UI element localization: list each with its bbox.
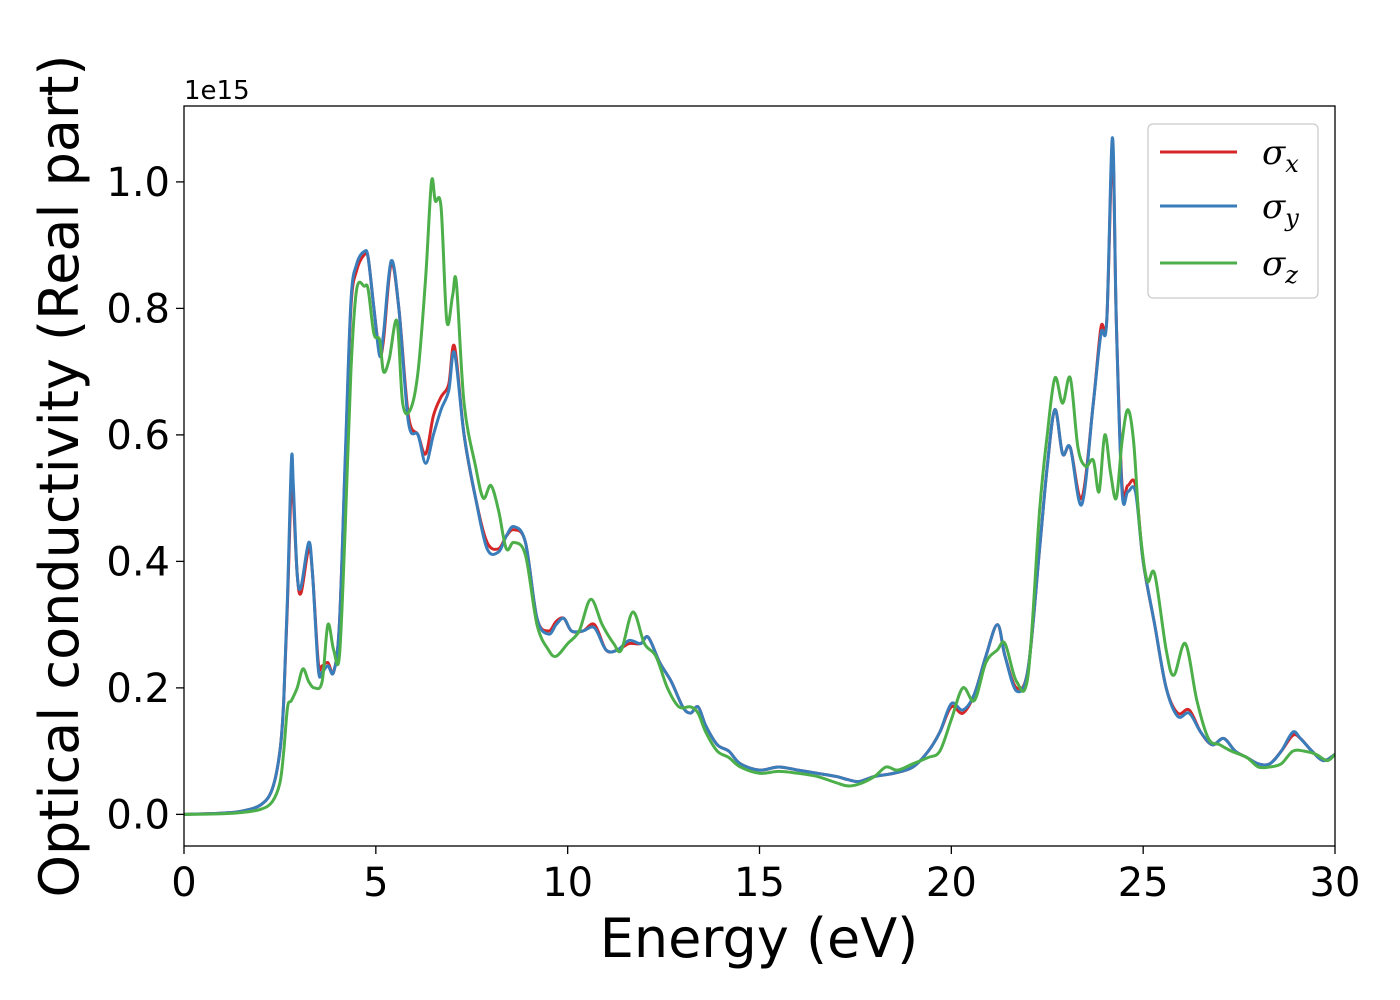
y-axis: 0.0 0.2 0.4 0.6 0.8 1.0	[106, 160, 184, 838]
y-tick-label: 0.2	[106, 666, 170, 712]
y-tick-label: 0.6	[106, 413, 170, 459]
x-tick-label: 25	[1118, 860, 1169, 906]
x-axis: 0 5 10 15 20 25 30	[171, 846, 1360, 906]
x-tick-label: 5	[363, 860, 388, 906]
series-layer	[184, 136, 1335, 816]
series-line-sigma-z	[184, 177, 1335, 816]
x-tick-label: 15	[734, 860, 785, 906]
y-tick-label: 1.0	[106, 160, 170, 206]
y-axis-title: Optical conductivity (Real part)	[28, 55, 91, 898]
x-tick-label: 10	[542, 860, 593, 906]
y-tick-label: 0.4	[106, 539, 170, 585]
legend: σx σy σz	[1147, 123, 1319, 299]
y-offset-label: 1e15	[184, 76, 250, 106]
x-tick-label: 20	[926, 860, 977, 906]
legend-label-sigma-z: σz	[1262, 244, 1298, 289]
x-tick-label: 30	[1310, 860, 1361, 906]
y-tick-label: 0.0	[106, 792, 170, 838]
legend-box	[1147, 123, 1319, 299]
x-tick-label: 0	[171, 860, 196, 906]
x-axis-title: Energy (eV)	[600, 907, 919, 970]
series-line-sigma-y	[184, 136, 1335, 816]
legend-label-sigma-x: σx	[1262, 133, 1299, 178]
y-tick-label: 0.8	[106, 286, 170, 332]
legend-label-sigma-y: σy	[1262, 187, 1299, 232]
